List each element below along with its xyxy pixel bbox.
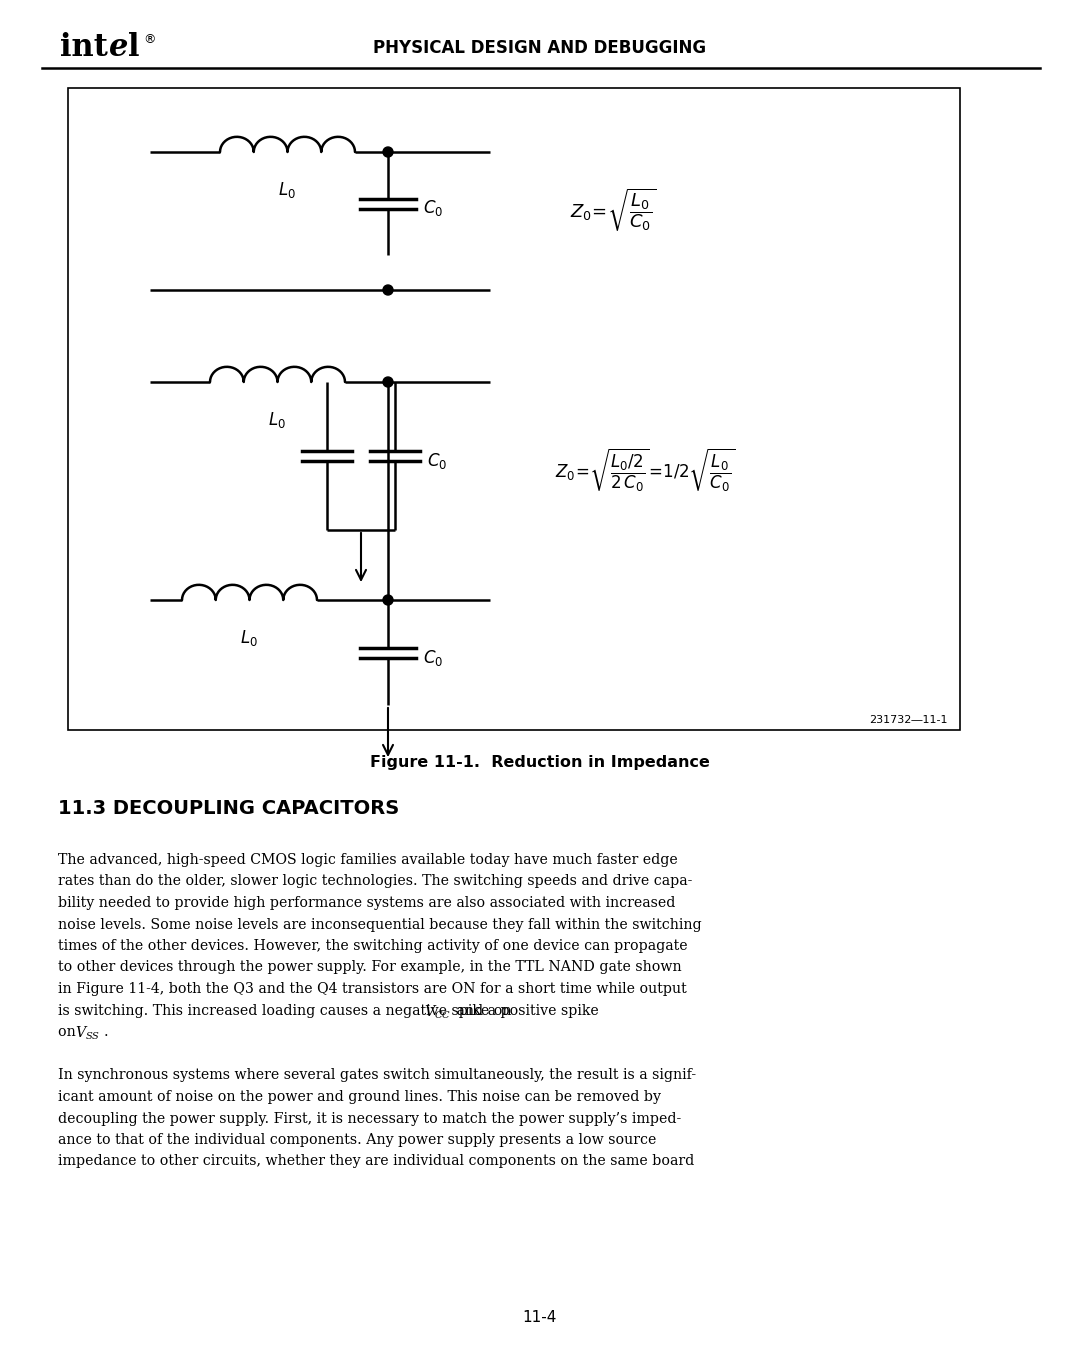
Text: .: .	[104, 1025, 108, 1040]
Text: l: l	[129, 32, 139, 63]
Text: $L_0$: $L_0$	[240, 628, 257, 648]
Text: bility needed to provide high performance systems are also associated with incre: bility needed to provide high performanc…	[58, 896, 675, 910]
Text: decoupling the power supply. First, it is necessary to match the power supply’s : decoupling the power supply. First, it i…	[58, 1111, 681, 1126]
Text: $V_{CC}$: $V_{CC}$	[424, 1003, 451, 1021]
Text: noise levels. Some noise levels are inconsequential because they fall within the: noise levels. Some noise levels are inco…	[58, 918, 702, 932]
Text: on: on	[58, 1025, 80, 1040]
Text: in Figure 11-4, both the Q3 and the Q4 transistors are ON for a short time while: in Figure 11-4, both the Q3 and the Q4 t…	[58, 981, 687, 996]
Text: 231732―11-1: 231732―11-1	[869, 716, 948, 725]
Text: ®: ®	[143, 34, 156, 46]
Text: is switching. This increased loading causes a negative spike on: is switching. This increased loading cau…	[58, 1003, 516, 1018]
Circle shape	[383, 377, 393, 387]
Text: 11.3 DECOUPLING CAPACITORS: 11.3 DECOUPLING CAPACITORS	[58, 798, 400, 818]
Text: $C_0$: $C_0$	[423, 198, 443, 219]
Text: e: e	[109, 32, 129, 63]
Text: 11-4: 11-4	[523, 1311, 557, 1326]
Text: times of the other devices. However, the switching activity of one device can pr: times of the other devices. However, the…	[58, 940, 688, 953]
Text: icant amount of noise on the power and ground lines. This noise can be removed b: icant amount of noise on the power and g…	[58, 1089, 661, 1104]
Circle shape	[383, 595, 393, 605]
Text: $L_0$: $L_0$	[268, 410, 285, 431]
Text: $Z_0\!=\!\sqrt{\dfrac{L_0}{C_0}}$: $Z_0\!=\!\sqrt{\dfrac{L_0}{C_0}}$	[570, 186, 657, 234]
Bar	[68, 88, 960, 730]
Text: rates than do the older, slower logic technologies. The switching speeds and dri: rates than do the older, slower logic te…	[58, 875, 692, 888]
Text: In synchronous systems where several gates switch simultaneously, the result is : In synchronous systems where several gat…	[58, 1068, 697, 1083]
Text: $V_{SS}$: $V_{SS}$	[76, 1025, 100, 1042]
Text: impedance to other circuits, whether they are individual components on the same : impedance to other circuits, whether the…	[58, 1154, 694, 1169]
Text: $Z_0\!=\!\sqrt{\dfrac{L_0/2}{2\,C_0}}\!=\!1/2\sqrt{\dfrac{L_0}{C_0}}$: $Z_0\!=\!\sqrt{\dfrac{L_0/2}{2\,C_0}}\!=…	[555, 447, 735, 494]
Circle shape	[383, 147, 393, 157]
Text: The advanced, high-speed CMOS logic families available today have much faster ed: The advanced, high-speed CMOS logic fami…	[58, 853, 678, 867]
Text: int: int	[60, 32, 108, 63]
Text: Figure 11-1.  Reduction in Impedance: Figure 11-1. Reduction in Impedance	[370, 755, 710, 770]
Text: ance to that of the individual components. Any power supply presents a low sourc: ance to that of the individual component…	[58, 1133, 657, 1147]
Text: PHYSICAL DESIGN AND DEBUGGING: PHYSICAL DESIGN AND DEBUGGING	[374, 39, 706, 57]
Text: $C_0$: $C_0$	[427, 451, 447, 471]
Text: $C_0$: $C_0$	[423, 648, 443, 667]
Text: to other devices through the power supply. For example, in the TTL NAND gate sho: to other devices through the power suppl…	[58, 960, 681, 975]
Circle shape	[383, 285, 393, 296]
Text: $L_0$: $L_0$	[278, 180, 295, 200]
Text: and a positive spike: and a positive spike	[453, 1003, 598, 1018]
